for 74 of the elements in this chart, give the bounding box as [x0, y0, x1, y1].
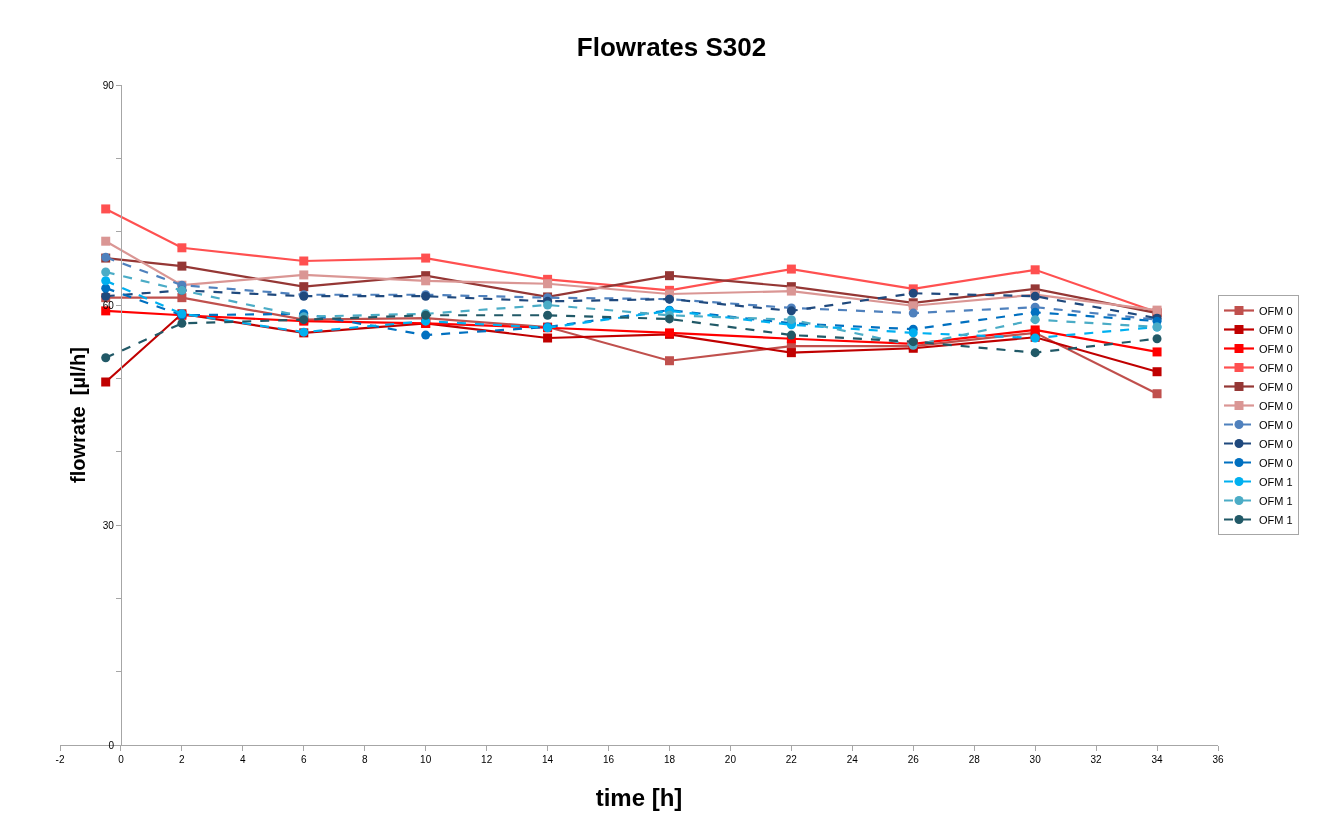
- legend-label: OFM 0: [1259, 380, 1293, 393]
- point: [543, 310, 553, 320]
- legend-label: OFM 0: [1259, 456, 1293, 469]
- point: [1152, 389, 1162, 399]
- point: [664, 356, 674, 366]
- x-tick-label: 30: [1029, 754, 1042, 765]
- x-tick-label: -2: [55, 754, 65, 765]
- point: [1030, 265, 1040, 275]
- x-tick-label: 36: [1212, 754, 1224, 765]
- x-tick-label: 8: [361, 754, 368, 765]
- y-tick-label: 0: [108, 739, 115, 751]
- point: [177, 261, 187, 271]
- point: [101, 276, 111, 286]
- legend-label: OFM 0: [1259, 342, 1293, 355]
- point: [1030, 348, 1040, 358]
- point: [786, 264, 796, 274]
- legend-label: OFM 0: [1259, 361, 1293, 374]
- point: [664, 271, 674, 281]
- point: [101, 236, 111, 246]
- x-tick-label: 34: [1151, 754, 1164, 765]
- point: [786, 286, 796, 296]
- legend-label: OFM 0: [1259, 418, 1293, 431]
- chart-title: Flowrates S302: [576, 31, 767, 62]
- y-tick-label: 90: [102, 79, 115, 91]
- x-tick-label: 32: [1090, 754, 1103, 765]
- point: [543, 279, 553, 289]
- x-axis-title: time [h]: [595, 784, 683, 812]
- x-tick-label: 18: [663, 754, 676, 765]
- x-tick-label: 20: [724, 754, 737, 765]
- point: [786, 330, 796, 340]
- point: [299, 256, 309, 266]
- point: [299, 270, 309, 280]
- point: [421, 276, 431, 286]
- point: [421, 253, 431, 263]
- x-tick-label: 24: [846, 754, 859, 765]
- legend-label: OFM 1: [1259, 475, 1293, 488]
- point: [543, 333, 553, 343]
- x-tick-label: 10: [420, 754, 432, 765]
- x-tick-label: 12: [481, 754, 493, 765]
- point: [908, 308, 918, 318]
- x-tick-label: 0: [118, 754, 125, 765]
- x-tick-label: 16: [602, 754, 615, 765]
- x-tick-label: 4: [240, 754, 247, 765]
- legend-label: OFM 0: [1259, 323, 1293, 336]
- point: [1152, 347, 1162, 357]
- point: [1152, 367, 1162, 377]
- x-tick-label: 28: [968, 754, 981, 765]
- point: [908, 328, 918, 338]
- legend-label: OFM 1: [1259, 513, 1293, 526]
- legend-label: OFM 0: [1259, 437, 1293, 450]
- point: [421, 330, 431, 340]
- x-tick-label: 2: [179, 754, 186, 765]
- x-tick-label: 22: [785, 754, 798, 765]
- point: [786, 348, 796, 358]
- legend-label: OFM 1: [1259, 494, 1293, 507]
- point: [101, 267, 111, 277]
- point: [1152, 334, 1162, 344]
- point: [1030, 315, 1040, 325]
- point: [664, 314, 674, 324]
- point: [101, 377, 111, 387]
- point: [101, 353, 111, 363]
- x-tick-label: 26: [907, 754, 920, 765]
- point: [543, 300, 553, 310]
- point: [177, 243, 187, 253]
- legend-label: OFM 0: [1259, 399, 1293, 412]
- point: [101, 204, 111, 214]
- x-tick-label: 14: [542, 754, 554, 765]
- point: [177, 318, 187, 328]
- y-axis-title: flowrate [µl/h]: [67, 347, 90, 483]
- point: [908, 288, 918, 298]
- y-tick-label: 30: [102, 519, 115, 531]
- legend-label: OFM 0: [1259, 304, 1293, 317]
- point: [299, 282, 309, 292]
- x-tick-label: 6: [301, 754, 308, 765]
